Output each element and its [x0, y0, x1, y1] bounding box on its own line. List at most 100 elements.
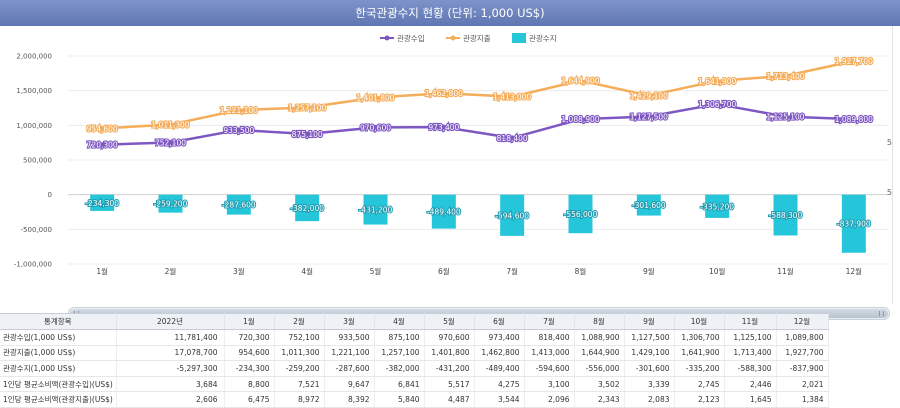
bar-mark: [568, 194, 593, 234]
table-cell: -301,600: [624, 360, 675, 377]
bar-data-label: -287,600: [222, 201, 256, 210]
data-table-container: 통계항목 2022년 1월 2월 3월 4월 5월 6월 7월 8월 9월 10월 11월 12월 관광수…: [0, 313, 900, 408]
row-label: 1인당 평균소비액(관광지출)(US$): [0, 391, 117, 408]
table-cell: 1,713,400: [724, 345, 777, 362]
table-row: 관광수지(1,000 US$) -5,297,300 -234,300 -259,20…: [0, 360, 829, 377]
bar-mark: [90, 194, 115, 211]
line-point: [714, 78, 720, 84]
table-cell: 3,339: [624, 376, 675, 393]
table-cell: 3,544: [474, 391, 525, 408]
line-point: [714, 101, 720, 107]
bar-data-label: -556,000: [564, 210, 598, 219]
table-header-cell: 11월: [724, 313, 777, 330]
table-header-cell: 4월: [374, 313, 425, 330]
table-cell: 1,088,900: [574, 329, 625, 346]
table-cell: -5,297,300: [116, 360, 225, 377]
table-cell: -556,000: [574, 360, 625, 377]
table-cell: 1,644,900: [574, 345, 625, 362]
row-label: 1인당 평균소비액(관광수입)(US$): [0, 376, 117, 393]
y-tick-label: -1,000,000: [14, 261, 52, 269]
line-point: [578, 78, 583, 84]
line-point: [373, 124, 378, 130]
table-cell: -431,200: [424, 360, 475, 377]
x-tick-label: 11월: [777, 266, 794, 276]
line-point: [168, 140, 173, 146]
table-cell: -234,300: [224, 360, 275, 377]
line-point: [646, 113, 652, 119]
table-cell: 2,343: [574, 391, 625, 408]
bar-data-label: -489,400: [427, 208, 461, 217]
table-header-cell: 3월: [324, 313, 375, 330]
bar-mark: [431, 194, 456, 229]
table-header-row: 통계항목 2022년 1월 2월 3월 4월 5월 6월 7월 8월 9월 10월 11월 12월: [0, 313, 829, 330]
table-cell: 933,500: [324, 329, 375, 346]
x-tick-label: 1월: [96, 266, 108, 276]
table-cell: 8,392: [324, 391, 375, 408]
bar-mark: [295, 194, 320, 222]
table-cell: 1,641,900: [674, 345, 725, 362]
table-cell: 8,800: [224, 376, 275, 393]
table-cell: -287,600: [324, 360, 375, 377]
table-cell: 6,841: [374, 376, 425, 393]
table-cell: 17,078,700: [116, 345, 225, 362]
table-body: 관광수입(1,000 US$) 11,781,400 720,300 752,100 9…: [0, 329, 829, 408]
bar-data-label: -301,600: [632, 201, 666, 210]
table-cell: 2,446: [724, 376, 777, 393]
line-data-label: 1,125,100: [766, 113, 804, 122]
bar-data-label: -431,200: [359, 206, 393, 215]
line-data-label: 954,600: [87, 124, 118, 133]
table-cell: 6,475: [224, 391, 275, 408]
legend-dot-icon: [384, 35, 390, 41]
bar-mark: [500, 194, 525, 236]
line-point: [646, 93, 652, 99]
table-header-cell: 9월: [624, 313, 675, 330]
row-label: 관광수지(1,000 US$): [0, 360, 117, 377]
bar-data-label: -382,000: [290, 204, 324, 213]
y-tick-label: 1,500,000: [16, 87, 52, 95]
table-row: 관광지출(1,000 US$) 17,078,700 954,600 1,011,30…: [0, 345, 829, 362]
table-header-cell: 5월: [424, 313, 475, 330]
table-cell: 1,429,100: [624, 345, 675, 362]
line-data-label: 970,600: [360, 123, 391, 132]
line-point: [578, 116, 583, 122]
line-point: [509, 135, 515, 141]
line-point: [783, 114, 788, 120]
table-cell: -588,300: [724, 360, 777, 377]
bar-mark: [841, 194, 866, 253]
line-data-label: 1,927,700: [835, 57, 873, 66]
line-data-label: 1,429,100: [630, 92, 668, 101]
table-cell: 11,781,400: [116, 329, 225, 346]
table-header-cell: 12월: [776, 313, 829, 330]
table-cell: 875,100: [374, 329, 425, 346]
table-cell: 3,502: [574, 376, 625, 393]
series-line: [102, 102, 854, 146]
table-cell: 1,413,000: [524, 345, 575, 362]
x-tick-label: 5월: [370, 266, 382, 276]
table-header-cell: 8월: [574, 313, 625, 330]
bar-data-label: -837,900: [837, 220, 871, 229]
table-cell: 973,400: [474, 329, 525, 346]
table-cell: 970,600: [424, 329, 475, 346]
line-data-label: 875,100: [292, 130, 323, 139]
table-cell: -335,200: [674, 360, 725, 377]
row-label: 관광수입(1,000 US$): [0, 329, 117, 346]
x-tick-label: 9월: [643, 266, 655, 276]
table-cell: 5,517: [424, 376, 475, 393]
table-cell: 8,972: [274, 391, 325, 408]
table-cell: 4,275: [474, 376, 525, 393]
table-row: 1인당 평균소비액(관광지출)(US$) 2,606 6,475 8,972 8,392…: [0, 391, 829, 408]
table-header-cell: 통계항목: [0, 313, 117, 330]
line-point: [373, 94, 378, 100]
bar-mark: [363, 194, 388, 225]
table-cell: 720,300: [224, 329, 275, 346]
line-point: [99, 142, 105, 148]
table-cell: 3,684: [116, 376, 225, 393]
x-tick-label: 4월: [301, 266, 313, 276]
grip-right-icon[interactable]: [879, 311, 884, 316]
table-row: 관광수입(1,000 US$) 11,781,400 720,300 752,100 9…: [0, 329, 829, 346]
table-header-cell: 1월: [224, 313, 275, 330]
legend-label: 관광수입: [397, 33, 425, 43]
line-data-label: 1,401,800: [356, 93, 394, 102]
line-data-label: 818,400: [497, 134, 528, 143]
y-tick-label: 0: [48, 191, 52, 199]
